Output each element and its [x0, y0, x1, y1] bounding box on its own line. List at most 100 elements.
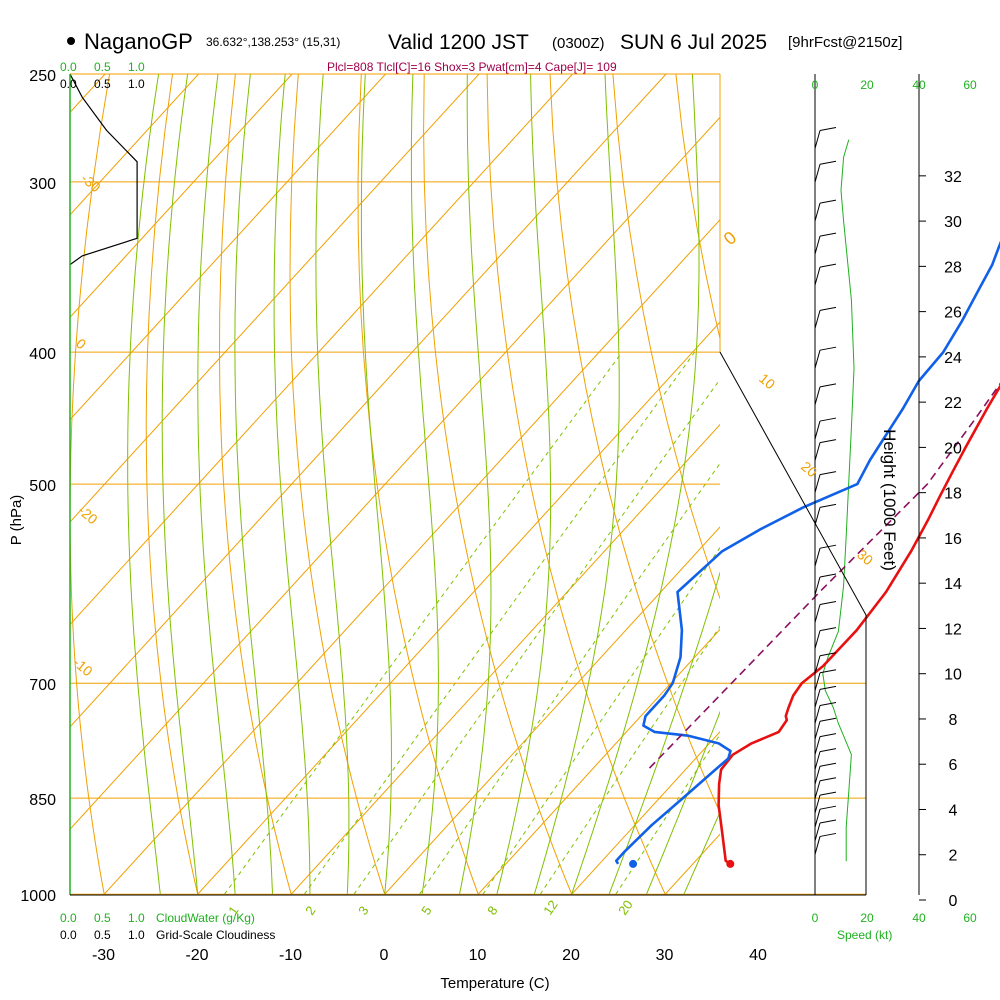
barb-staff: [814, 164, 821, 183]
barb-flag: [819, 717, 837, 722]
wind-barb: [814, 685, 837, 708]
pressure-tick-label: 1000: [20, 888, 56, 905]
barb-flag: [819, 600, 837, 605]
x-axis-label: Temperature (C): [440, 975, 549, 992]
cloud-tick-top-0: 0.0: [60, 77, 77, 91]
wind-barb: [814, 748, 837, 770]
utc-label: (0300Z): [552, 35, 605, 52]
dry-adiabat-line: [357, 74, 479, 895]
barb-staff: [814, 766, 821, 785]
dry-adiabat-line: [423, 74, 573, 895]
cloudwater-label: CloudWater (g/Kg): [156, 911, 255, 925]
moist-adiabat-line: [410, 74, 439, 895]
mixing-ratio-label: 2: [302, 903, 318, 918]
barb-staff: [814, 507, 821, 526]
barb-staff: [814, 794, 821, 814]
date-label: SUN 6 Jul 2025: [620, 31, 767, 54]
station-name: NaganoGP: [84, 29, 193, 54]
speed-tick-bottom-0: 0: [812, 911, 819, 925]
isotherm-line: [70, 74, 386, 421]
dry-adiabat-line: [145, 74, 199, 895]
diagonal-boundary: [719, 351, 867, 895]
speed-label: Speed (kt): [837, 928, 892, 942]
moist-adiabat-line: [496, 74, 552, 895]
isotherm-line: [70, 74, 199, 216]
wind-barb: [814, 762, 837, 785]
barb-flag: [819, 748, 837, 753]
isotherm-line: [0, 74, 12, 894]
barb-flag: [819, 832, 837, 837]
barb-staff: [814, 809, 821, 828]
wind-barb: [814, 819, 837, 842]
sounding-curves: [69, 73, 1000, 868]
moist-adiabat-line: [273, 74, 311, 895]
forecast-label: [9hrFcst@2150z]: [788, 34, 902, 51]
moist-adiabat-line: [360, 74, 393, 895]
dry-adiabat-line: [486, 74, 666, 895]
mixing-ratio-line: [615, 733, 720, 895]
wind-barbs: [814, 126, 837, 855]
dry-adiabat-line: [802, 74, 1000, 894]
speed-tick-bottom-2: 40: [912, 911, 926, 925]
barb-staff: [814, 751, 821, 770]
moist-adiabat-line: [646, 710, 720, 895]
moist-adiabat-line: [683, 810, 720, 895]
barb-staff: [814, 836, 821, 855]
barb-flag: [819, 685, 837, 690]
mixing-ratio-label: 3: [355, 903, 371, 918]
height-tick-label: 30: [944, 214, 962, 231]
pressure-tick-label: 300: [29, 176, 56, 193]
wind-barb: [814, 383, 837, 406]
dry-adiabat-line: [991, 74, 1000, 894]
barb-staff: [814, 689, 821, 708]
barb-staff: [814, 235, 821, 255]
wind-barb: [814, 573, 837, 596]
wind-barb: [814, 160, 837, 183]
barb-staff: [814, 350, 821, 369]
barb-staff: [814, 386, 821, 406]
cw-tick-top-2: 1.0: [128, 60, 145, 74]
barb-flag: [819, 199, 837, 204]
barb-flag: [819, 762, 837, 767]
barb-flag: [819, 383, 837, 388]
barb-staff: [814, 442, 821, 461]
temperature-tick-label: 10: [469, 947, 487, 964]
wind-barb: [814, 832, 837, 855]
temperature-tick-label: -20: [185, 947, 208, 964]
wind-barb: [814, 232, 837, 255]
barb-flag: [819, 160, 837, 165]
barb-staff: [814, 576, 821, 596]
barb-staff: [814, 655, 821, 674]
barb-flag: [819, 627, 837, 632]
cw-tick-bottom-0: 0.0: [60, 911, 77, 925]
cloud-tick-bottom-0: 0.0: [60, 928, 77, 942]
speed-tick-top-3: 60: [963, 78, 977, 92]
barb-flag: [819, 669, 837, 674]
barb-flag: [819, 232, 837, 237]
isotherm-label: 10: [756, 370, 778, 392]
wind-barb: [814, 306, 837, 329]
moist-adiabat-line: [533, 74, 620, 895]
wind-barb: [814, 263, 837, 286]
cw-tick-bottom-2: 1.0: [128, 911, 145, 925]
temperature-tick-label: 0: [380, 947, 389, 964]
dewpoint-curve: [615, 240, 1000, 865]
speed-tick-bottom-1: 20: [860, 911, 874, 925]
cloudiness-profile: [69, 73, 138, 266]
speed-tick-bottom-3: 60: [963, 911, 977, 925]
isotherm-line: [852, 74, 1000, 894]
barb-flag: [819, 263, 837, 268]
barb-flag: [819, 805, 837, 810]
wind-barb: [814, 199, 837, 222]
barb-flag: [819, 819, 837, 824]
wind-barb: [814, 669, 837, 691]
barb-staff: [814, 630, 821, 649]
y-axis-label: P (hPa): [8, 495, 25, 546]
pressure-tick-label: 250: [29, 68, 56, 85]
speed-tick-top-0: 0: [812, 78, 819, 92]
background-grid: [0, 73, 1000, 895]
barb-flag: [819, 126, 837, 131]
temperature-tick-label: -30: [92, 947, 115, 964]
wind-barb: [814, 717, 837, 740]
barb-staff: [814, 604, 821, 623]
